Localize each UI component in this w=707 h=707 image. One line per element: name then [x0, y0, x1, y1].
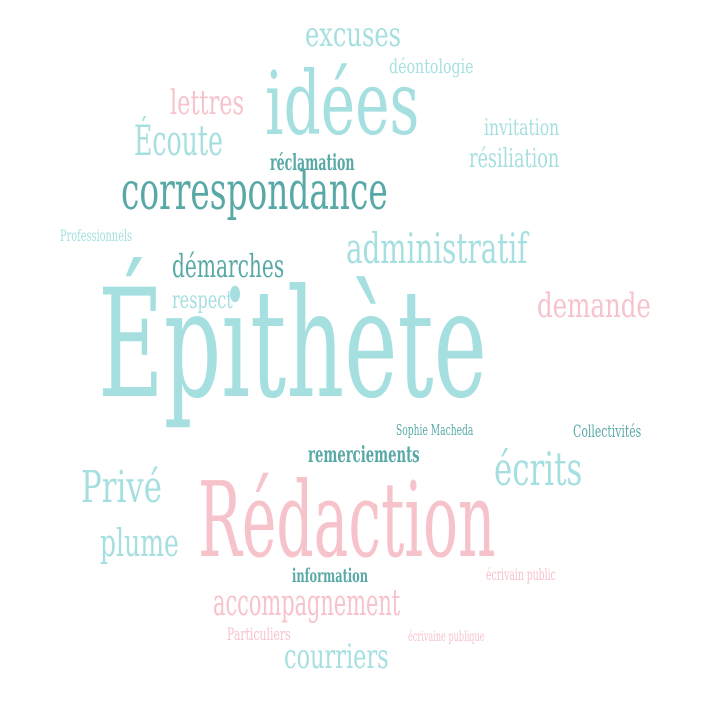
word-reclamation: réclamation — [270, 150, 355, 176]
word-accompagnement: accompagnement — [213, 583, 401, 624]
word-professionnels: Professionnels — [60, 226, 132, 245]
word-idees: idées — [265, 52, 420, 155]
word-ecrivaine-publique: écrivaine publique — [408, 629, 485, 645]
word-epithete: Épithète — [98, 258, 487, 432]
word-administratif: administratif — [346, 224, 528, 273]
word-sophie-macheda: Sophie Macheda — [396, 421, 474, 439]
word-plume: plume — [100, 521, 179, 565]
word-invitation: invitation — [484, 116, 560, 141]
word-ecrits: écrits — [494, 442, 583, 496]
word-respect: respect — [172, 286, 233, 314]
word-demarches: démarches — [172, 247, 285, 285]
word-information: information — [292, 565, 369, 587]
word-collectivites: Collectivités — [573, 422, 642, 442]
word-deontologie: déontologie — [389, 54, 474, 78]
word-ecoute: Écoute — [134, 116, 223, 165]
word-remerciements: remerciements — [308, 442, 420, 468]
word-excuses: excuses — [305, 15, 402, 55]
word-lettres: lettres — [170, 83, 245, 123]
word-correspondance: correspondance — [121, 162, 388, 222]
word-prive: Privé — [81, 462, 162, 513]
word-courriers: courriers — [284, 637, 389, 677]
word-ecrivain-public: écrivain public — [486, 565, 556, 584]
word-demande: demande — [537, 286, 651, 326]
word-particuliers: Particuliers — [227, 625, 291, 645]
word-redaction: Rédaction — [198, 459, 496, 581]
word-resiliation: résiliation — [469, 144, 560, 174]
